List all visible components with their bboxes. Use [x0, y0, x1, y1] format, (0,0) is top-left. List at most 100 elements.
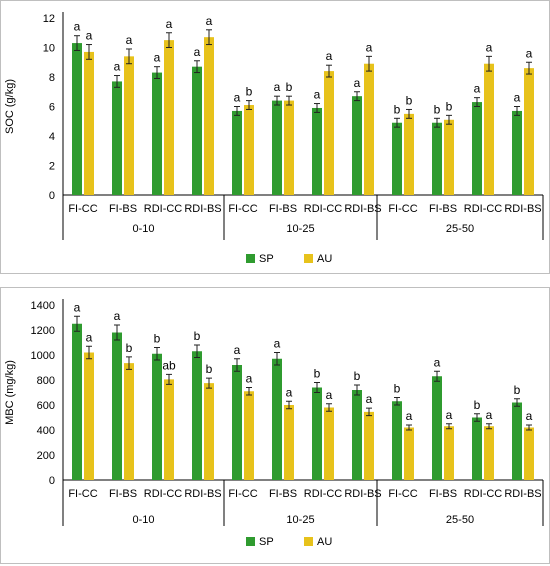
- significance-label: a: [526, 46, 533, 60]
- y-tick-label: 600: [37, 400, 55, 412]
- x-tick-label: RDI-CC: [464, 203, 503, 215]
- x-tick-label: RDI-CC: [304, 488, 343, 500]
- significance-label: a: [274, 80, 281, 94]
- legend-label: SP: [259, 253, 274, 265]
- group-label: 0-10: [132, 223, 154, 235]
- bar-sp: [72, 43, 82, 196]
- legend-swatch-sp: [246, 537, 255, 546]
- x-tick-label: RDI-CC: [464, 488, 503, 500]
- significance-label: b: [434, 102, 441, 116]
- significance-label: a: [74, 300, 81, 314]
- significance-label: a: [194, 45, 201, 59]
- y-tick-label: 0: [49, 475, 55, 487]
- bar-sp: [432, 122, 442, 195]
- x-tick-label: RDI-CC: [304, 203, 343, 215]
- x-tick-label: RDI-CC: [144, 203, 183, 215]
- y-axis-title: SOC (g/kg): [4, 79, 16, 134]
- y-tick-label: 1400: [31, 300, 55, 312]
- significance-label: b: [354, 369, 361, 383]
- significance-label: a: [166, 17, 173, 31]
- significance-label: b: [446, 99, 453, 113]
- significance-label: a: [74, 20, 81, 34]
- significance-label: a: [446, 408, 453, 422]
- bar-au: [164, 40, 174, 195]
- y-tick-label: 4: [49, 131, 55, 143]
- bar-sp: [152, 353, 162, 480]
- bar-sp: [312, 387, 322, 480]
- legend-swatch-sp: [246, 254, 255, 263]
- bar-au: [244, 105, 254, 195]
- group-label: 25-50: [446, 514, 474, 526]
- bar-sp: [432, 376, 442, 480]
- significance-label: a: [474, 82, 481, 96]
- x-tick-label: FI-CC: [388, 488, 417, 500]
- significance-label: a: [326, 388, 333, 402]
- x-tick-label: FI-BS: [269, 203, 297, 215]
- significance-label: b: [206, 362, 213, 376]
- legend-label: SP: [259, 536, 274, 548]
- y-tick-label: 400: [37, 425, 55, 437]
- bar-au: [404, 113, 414, 195]
- significance-label: a: [354, 76, 361, 90]
- x-tick-label: RDI-BS: [184, 488, 221, 500]
- significance-label: a: [246, 372, 253, 386]
- x-tick-label: RDI-CC: [144, 488, 183, 500]
- bar-sp: [352, 390, 362, 480]
- bar-sp: [192, 351, 202, 480]
- x-tick-label: FI-BS: [429, 488, 457, 500]
- bar-sp: [512, 110, 522, 195]
- bar-au: [404, 427, 414, 480]
- legend-label: AU: [317, 253, 332, 265]
- bar-au: [84, 51, 94, 195]
- legend: SP AU: [246, 536, 332, 548]
- y-tick-label: 10: [43, 43, 55, 55]
- significance-label: b: [394, 382, 401, 396]
- y-tick-label: 0: [49, 190, 55, 202]
- significance-label: a: [114, 60, 121, 74]
- bar-sp: [112, 332, 122, 480]
- legend: SP AU: [246, 253, 332, 265]
- y-tick-label: 200: [37, 450, 55, 462]
- legend-label: AU: [317, 536, 332, 548]
- bar-au: [324, 71, 334, 195]
- bar-sp: [512, 402, 522, 480]
- bar-sp: [232, 365, 242, 480]
- significance-label: a: [234, 343, 241, 357]
- significance-label: a: [126, 33, 133, 47]
- x-tick-label: FI-BS: [109, 203, 137, 215]
- significance-label: b: [126, 341, 133, 355]
- significance-label: a: [366, 40, 373, 54]
- bar-au: [124, 56, 134, 195]
- bar-au: [484, 426, 494, 480]
- bar-au: [284, 100, 294, 195]
- significance-label: a: [326, 49, 333, 63]
- bar-au: [84, 352, 94, 480]
- significance-label: b: [314, 367, 321, 381]
- bar-sp: [232, 110, 242, 195]
- bar-au: [364, 411, 374, 480]
- bar-sp: [352, 96, 362, 195]
- x-tick-label: FI-CC: [68, 203, 97, 215]
- bar-au: [324, 407, 334, 480]
- significance-label: a: [486, 40, 493, 54]
- x-tick-label: RDI-BS: [184, 203, 221, 215]
- mbc-chart: 0 200 400 600 800 1000 1200 1400 MBC (mg/kg) a a FI…: [4, 299, 544, 548]
- x-tick-label: RDI-BS: [504, 203, 541, 215]
- x-tick-label: RDI-BS: [504, 488, 541, 500]
- bar-au: [484, 63, 494, 195]
- significance-label: b: [514, 383, 521, 397]
- bar-au: [204, 383, 214, 480]
- significance-label: a: [486, 408, 493, 422]
- y-tick-label: 1200: [31, 325, 55, 337]
- y-tick-label: 800: [37, 375, 55, 387]
- significance-label: a: [286, 385, 293, 399]
- significance-label: a: [526, 409, 533, 423]
- y-tick-label: 6: [49, 102, 55, 114]
- significance-label: a: [114, 309, 121, 323]
- significance-label: b: [286, 80, 293, 94]
- significance-label: b: [154, 332, 161, 346]
- bar-sp: [272, 100, 282, 195]
- bar-sp: [472, 102, 482, 195]
